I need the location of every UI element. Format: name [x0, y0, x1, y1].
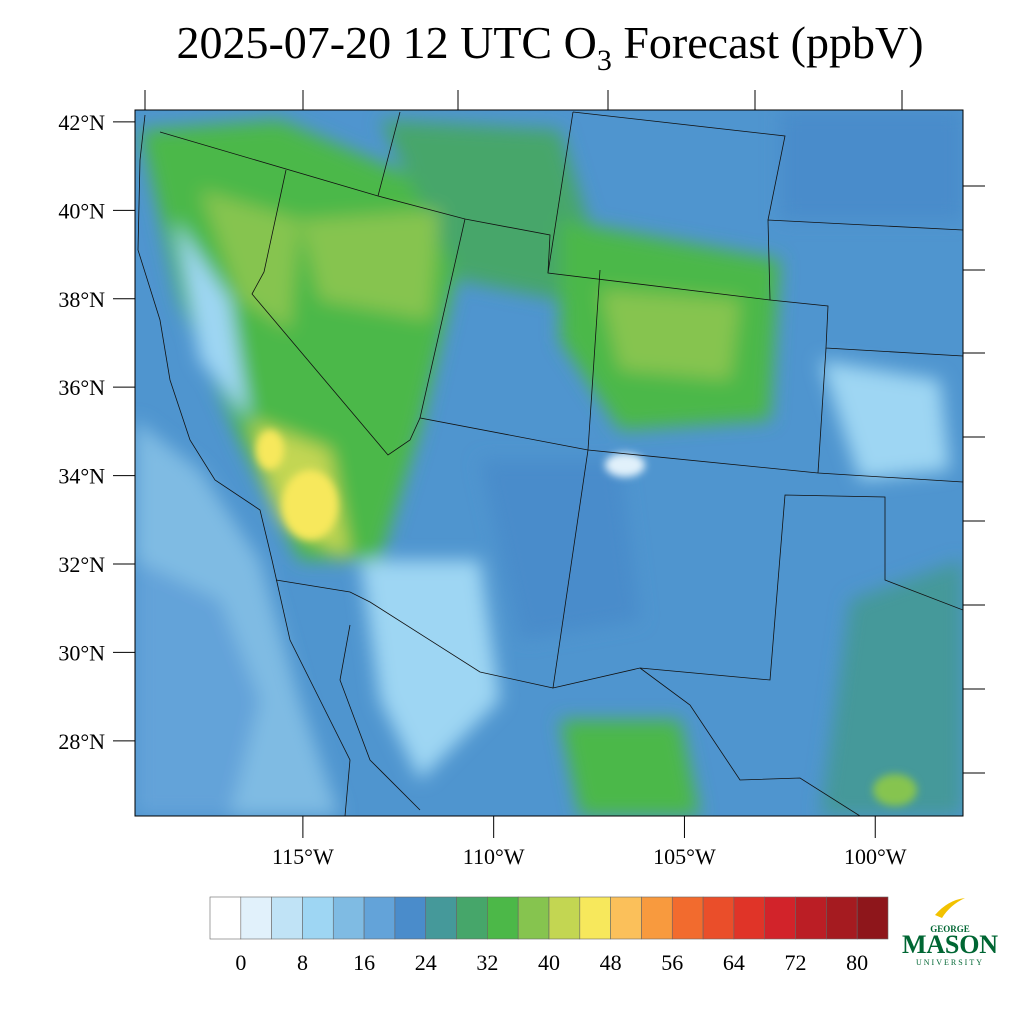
logo-top: GEORGE — [930, 924, 970, 934]
colorbar-box — [610, 896, 642, 940]
borders — [137, 111, 963, 816]
map-frame — [134, 109, 964, 817]
colorbar-box — [548, 896, 581, 940]
colorbar-box — [209, 896, 242, 940]
colorbar-box — [425, 896, 457, 940]
colorbar-label: 8 — [297, 950, 308, 975]
colorbar-label: 24 — [415, 950, 437, 975]
lon-label: 105°W — [653, 844, 716, 869]
colorbar-box — [733, 896, 766, 940]
lon-label: 115°W — [272, 844, 334, 869]
colorbar-label: 40 — [538, 950, 560, 975]
colorbar-label: 56 — [661, 950, 683, 975]
lat-label: 34°N — [58, 464, 105, 489]
colorbar-label: 0 — [235, 950, 246, 975]
logo: GEORGE MASON UNIVERSITY — [902, 898, 998, 967]
colorbar-label: 48 — [600, 950, 622, 975]
colorbar-box — [394, 896, 427, 940]
lon-label: 110°W — [463, 844, 525, 869]
lat-label: 38°N — [58, 287, 105, 312]
colorbar-box — [240, 896, 272, 940]
colorbar-label: 80 — [846, 950, 868, 975]
colorbar-box — [517, 896, 550, 940]
colorbar-label: 64 — [723, 950, 745, 975]
lat-label: 28°N — [58, 729, 105, 754]
title: 2025-07-20 12 UTC O3 Forecast (ppbV) — [176, 17, 923, 77]
colorbar-box — [302, 896, 334, 940]
colorbar-box — [795, 896, 827, 940]
logo-bottom: UNIVERSITY — [916, 958, 984, 967]
logo-name: MASON — [902, 930, 998, 959]
ozone-field — [135, 110, 963, 816]
lat-label: 40°N — [58, 198, 105, 223]
lat-label: 32°N — [58, 552, 105, 577]
colorbar-box — [456, 896, 488, 940]
colorbar-label: 16 — [353, 950, 375, 975]
colorbar-box — [702, 896, 735, 940]
colorbar-box — [764, 896, 796, 940]
frame-ticks — [144, 90, 985, 774]
colorbar-box — [671, 896, 704, 940]
colorbar-box — [641, 896, 673, 940]
lon-label: 100°W — [844, 844, 907, 869]
colorbar-box — [826, 896, 858, 940]
colorbar-label: 72 — [785, 950, 807, 975]
colorbar-box — [332, 896, 365, 940]
colorbar-box — [363, 896, 396, 940]
colorbar-box — [579, 896, 611, 940]
lat-label: 36°N — [58, 375, 105, 400]
colorbar-label: 32 — [476, 950, 498, 975]
colorbar-box — [487, 896, 519, 940]
lat-label: 42°N — [58, 110, 105, 135]
colorbar-box — [856, 896, 889, 940]
colorbar-box — [271, 896, 303, 940]
lat-label: 30°N — [58, 640, 105, 665]
